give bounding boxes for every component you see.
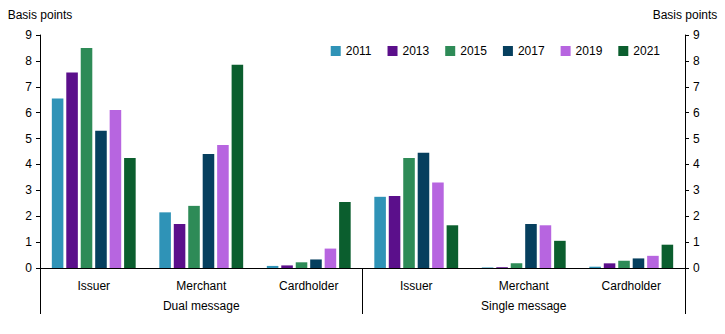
svg-text:Merchant: Merchant [176, 279, 227, 293]
svg-text:Single message: Single message [481, 299, 567, 313]
svg-text:2: 2 [25, 209, 32, 223]
svg-text:9: 9 [25, 28, 32, 42]
svg-text:2: 2 [693, 209, 700, 223]
svg-text:8: 8 [25, 54, 32, 68]
svg-text:2017: 2017 [518, 44, 545, 58]
svg-text:7: 7 [693, 80, 700, 94]
svg-text:7: 7 [25, 80, 32, 94]
svg-text:0: 0 [693, 261, 700, 275]
svg-text:3: 3 [25, 183, 32, 197]
svg-text:Cardholder: Cardholder [279, 279, 338, 293]
svg-text:4: 4 [25, 157, 32, 171]
svg-text:0: 0 [25, 261, 32, 275]
svg-text:4: 4 [693, 157, 700, 171]
svg-text:Merchant: Merchant [499, 279, 550, 293]
svg-text:1: 1 [693, 235, 700, 249]
svg-text:Issuer: Issuer [400, 279, 433, 293]
svg-text:Basis points: Basis points [8, 8, 73, 22]
svg-text:Dual message: Dual message [163, 299, 240, 313]
svg-text:Issuer: Issuer [77, 279, 110, 293]
svg-text:5: 5 [25, 132, 32, 146]
svg-text:5: 5 [693, 132, 700, 146]
svg-text:3: 3 [693, 183, 700, 197]
svg-text:2021: 2021 [633, 44, 660, 58]
svg-text:8: 8 [693, 54, 700, 68]
svg-text:2019: 2019 [576, 44, 603, 58]
svg-text:6: 6 [25, 106, 32, 120]
svg-text:1: 1 [25, 235, 32, 249]
svg-text:2013: 2013 [403, 44, 430, 58]
svg-text:6: 6 [693, 106, 700, 120]
svg-text:Cardholder: Cardholder [602, 279, 661, 293]
svg-text:2011: 2011 [346, 44, 372, 58]
svg-text:9: 9 [693, 28, 700, 42]
svg-text:Basis points: Basis points [653, 8, 718, 22]
svg-text:2015: 2015 [460, 44, 487, 58]
